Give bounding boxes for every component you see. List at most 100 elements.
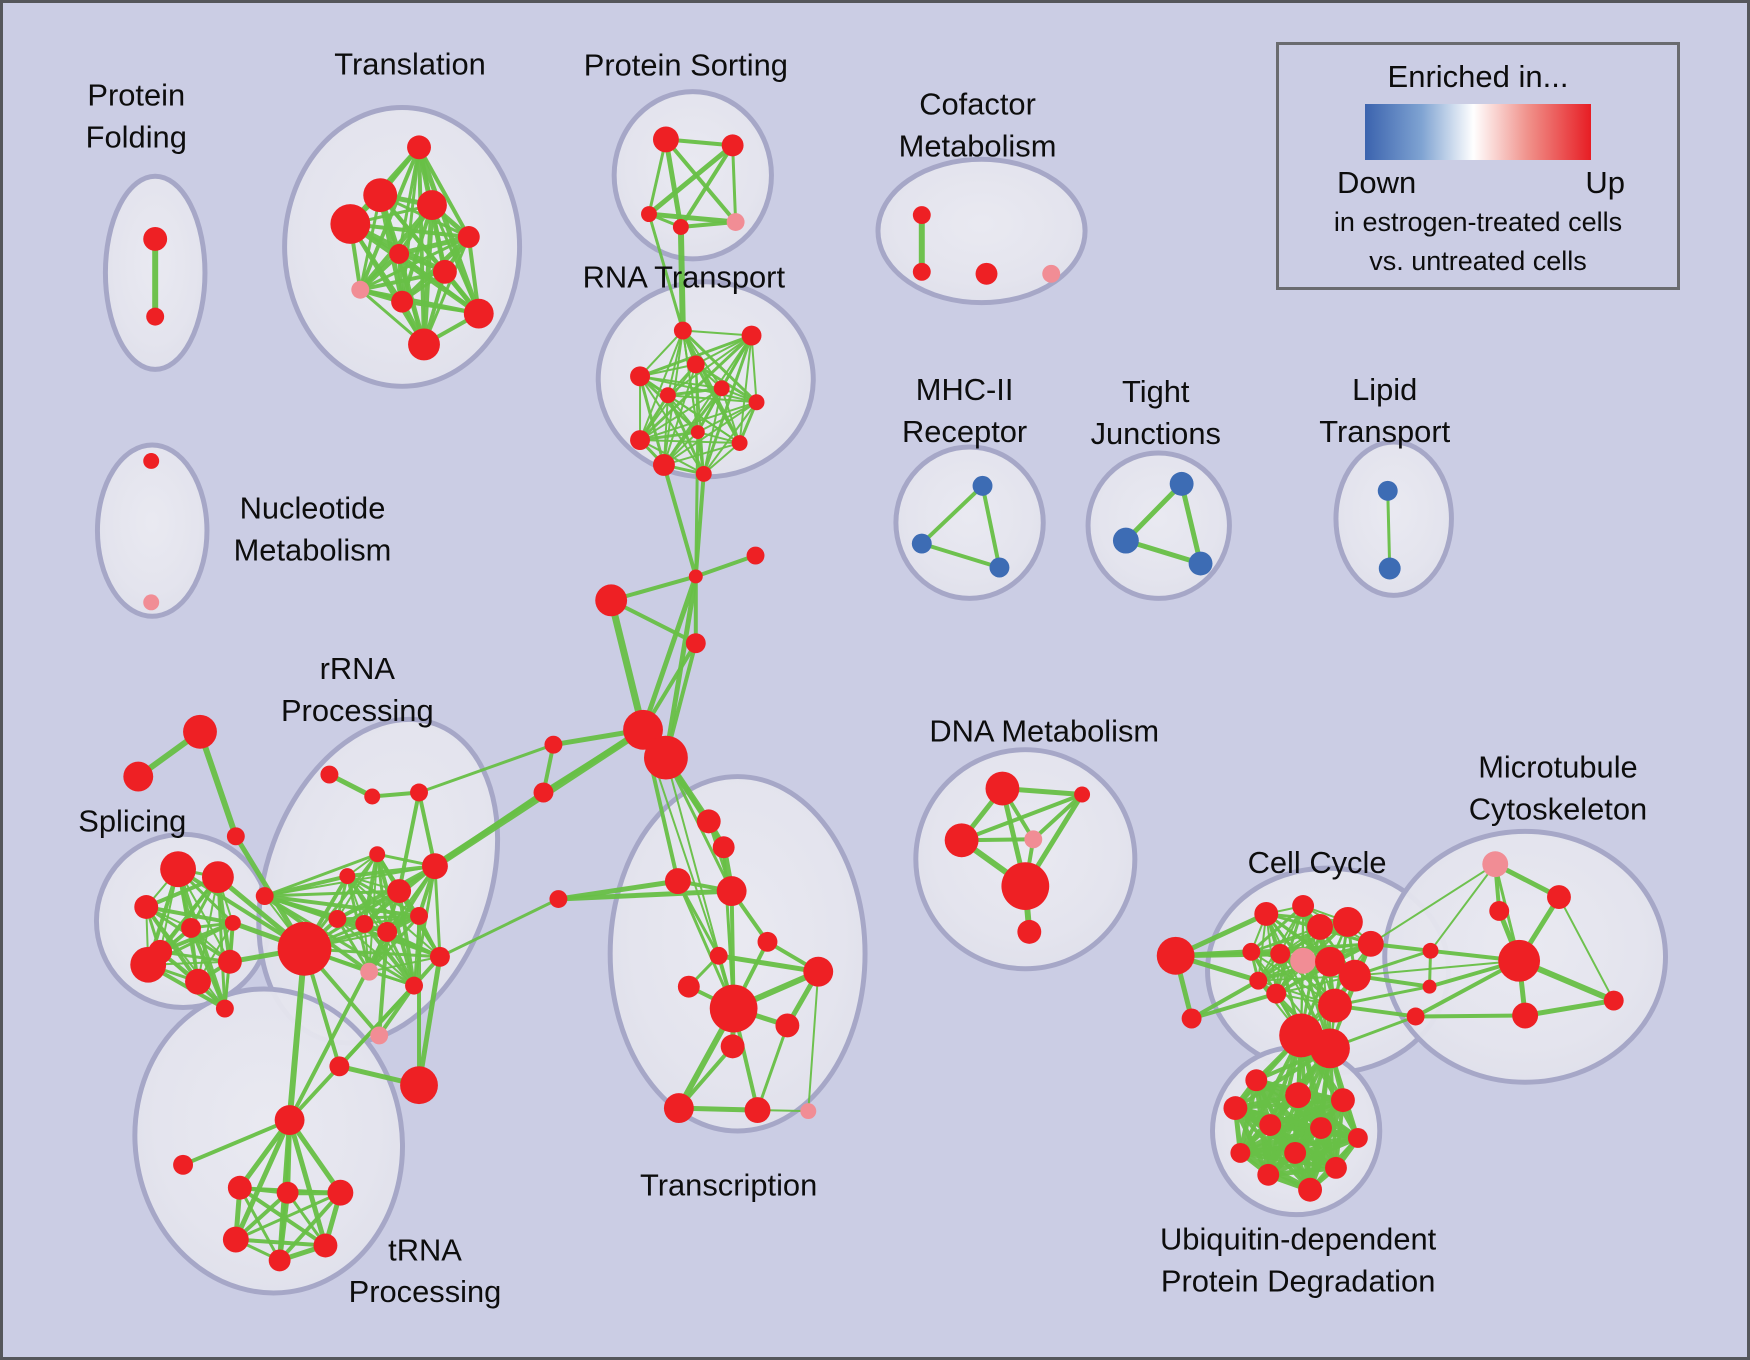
edge-rt9-rt12 [639,439,705,475]
edge-tx10-tx13 [756,1023,789,1112]
node-tg3 [226,827,245,846]
node-mt8 [1422,979,1437,994]
cluster-label-rrna-processing: rRNA Processing [281,651,434,728]
cluster-label-cofactor-metabolism: Cofactor Metabolism [899,87,1057,164]
node-tl6 [389,243,410,264]
node-ub4 [1223,1096,1248,1121]
node-rr4 [369,846,386,863]
node-rt5 [659,387,676,404]
node-cc14 [1266,983,1287,1004]
node-mt2 [1547,885,1571,909]
node-sp4 [181,917,201,938]
edge-sp3-sp5 [144,905,235,925]
node-sp9 [217,949,242,974]
node-rr2 [364,788,381,805]
node-mt4 [1498,939,1541,982]
node-cc3 [1254,902,1279,926]
edge-tn1-rr14 [286,945,308,1124]
node-tn1 [274,1105,305,1135]
node-cx7 [544,735,563,754]
legend-up-label: Up [1585,165,1625,200]
node-rr16 [405,976,424,995]
legend-subtitle-line2: vs. untreated cells [1369,246,1587,276]
edge-tl5-tl8 [358,235,471,292]
node-rr12 [410,906,428,925]
node-tx9 [709,984,758,1033]
node-ps1 [652,126,679,153]
edge-cc2-cc14 [1189,991,1279,1021]
edge-rr8-rr12 [262,894,422,918]
edge-rt7-rt11 [662,401,758,466]
node-tx6 [709,946,728,965]
node-rt4 [686,355,705,374]
node-ps2 [721,134,744,157]
legend-axis-labels: Down Up [1279,165,1677,201]
node-lt2 [1378,557,1401,580]
node-rt3 [630,366,650,387]
edge-mt7-mt1 [1429,863,1497,952]
node-cc9 [1270,943,1291,964]
node-rt2 [741,325,762,346]
edge-mt5-mt6 [1522,998,1617,1019]
cluster-label-lipid-transport: Lipid Transport [1319,372,1450,449]
edge-tl6-tl10 [397,252,481,316]
node-cc7 [1357,930,1384,957]
cluster-ellipse-lipid-transport [1333,439,1454,598]
node-ub8 [1230,1142,1251,1163]
edge-mh2-mh3 [919,541,1002,570]
node-nm2 [143,594,160,611]
node-tl7 [432,259,457,284]
edge-rr6-rr12 [345,874,421,918]
node-rr14 [277,921,332,976]
node-mh1 [972,475,993,496]
edge-rt2-rt4 [694,334,753,366]
edge-rr11-rr16 [385,930,416,988]
cluster-label-mhc-ii-receptor: MHC-II Receptor [902,372,1027,449]
node-ub3 [1330,1088,1355,1113]
node-cc6 [1332,906,1363,937]
node-tg2 [123,761,154,792]
node-cx1 [623,709,663,750]
cluster-ellipse-cofactor-metabolism [875,156,1088,306]
edge-cc17-ub11 [1266,1046,1332,1177]
edge-rt7-rt8 [696,401,758,434]
node-cx8 [533,782,554,803]
edge-tn2-tn1 [181,1118,292,1167]
node-tl11 [408,328,440,361]
edge-rt5-rt6 [666,386,724,397]
node-nm1 [143,453,160,469]
node-sp7 [130,946,167,983]
node-mt5 [1512,1002,1539,1029]
node-tl2 [363,178,398,213]
node-tl3 [417,190,447,221]
edge-ps2-ps5 [731,143,738,224]
node-tj3 [1188,551,1213,576]
edge-cc17-ub8 [1238,1046,1332,1155]
legend-gradient-bar [1365,104,1591,160]
edge-tn1-rr16 [287,983,417,1123]
node-cx2 [644,735,688,780]
edge-mh1-mh3 [980,483,1002,570]
node-dn1 [985,771,1020,806]
node-tl4 [330,204,371,244]
node-mh2 [911,533,932,554]
cluster-label-trna-processing: tRNA Processing [349,1232,502,1309]
node-cc15 [1318,988,1352,1023]
node-tx11 [720,1034,745,1059]
node-tx2 [712,836,735,859]
edge-tn5-tn8 [277,1190,343,1263]
node-mt1 [1482,851,1509,878]
edge-ub10-ub11 [1265,1165,1339,1178]
node-dn5 [1001,862,1050,910]
node-cc13 [1249,971,1268,990]
node-dn2 [1074,786,1091,803]
node-cc11 [1315,946,1345,977]
node-dn4 [1024,830,1043,849]
edge-tn1-tn6 [233,1117,293,1243]
node-mh3 [989,557,1010,578]
edge-tg1-tg3 [197,728,239,840]
edge-tx6-tx7 [716,953,821,975]
node-tn6 [222,1226,249,1253]
node-cc5 [1307,913,1333,940]
